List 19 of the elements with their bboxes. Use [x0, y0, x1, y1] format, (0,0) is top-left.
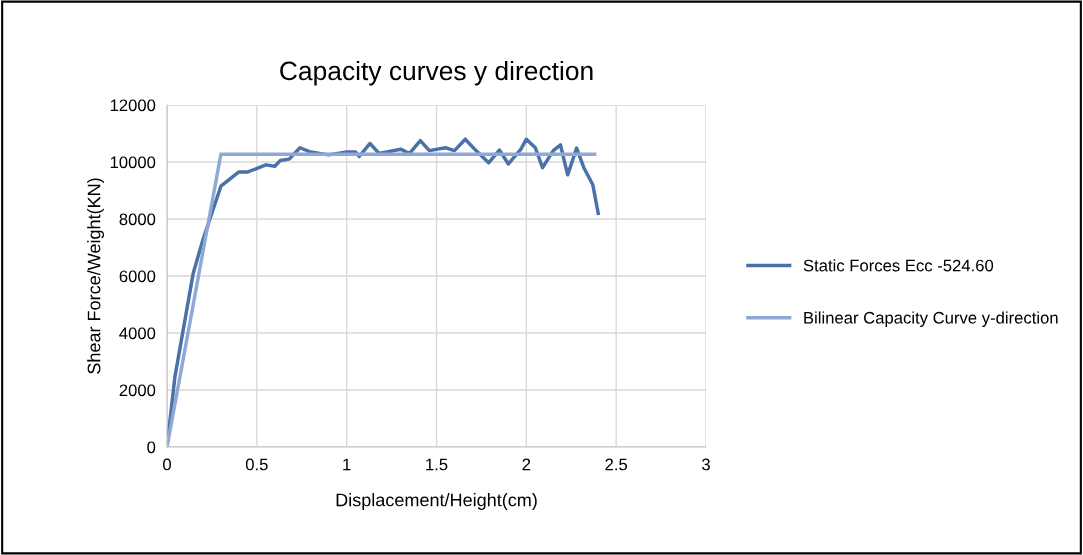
y-tick-label: 12000	[110, 99, 156, 112]
x-tick-label: 2	[522, 458, 531, 471]
y-tick-label: 0	[147, 441, 156, 454]
x-tick-label: 1	[343, 458, 351, 471]
y-tick-label: 8000	[119, 213, 156, 226]
x-tick-label: 0	[163, 458, 171, 471]
x-axis-title: Displacement/Height(cm)	[336, 493, 537, 510]
y-tick-label: 10000	[110, 156, 156, 169]
x-tick-label: 0.5	[245, 458, 268, 471]
legend-label: Bilinear Capacity Curve y-direction	[804, 311, 1058, 327]
y-tick-label: 2000	[119, 384, 156, 397]
x-tick-label: 1.5	[426, 458, 448, 471]
y-tick-label: 6000	[119, 270, 156, 283]
x-tick-label: 3	[702, 458, 710, 471]
y-axis-title: Shear Force/Weight(KN)	[87, 178, 104, 374]
legend-label: Static Forces Ecc -524.60	[803, 259, 994, 272]
x-tick-label: 2.5	[605, 458, 628, 471]
y-tick-label: 4000	[119, 327, 156, 340]
chart-title: Capacity curves y direction	[280, 60, 593, 86]
